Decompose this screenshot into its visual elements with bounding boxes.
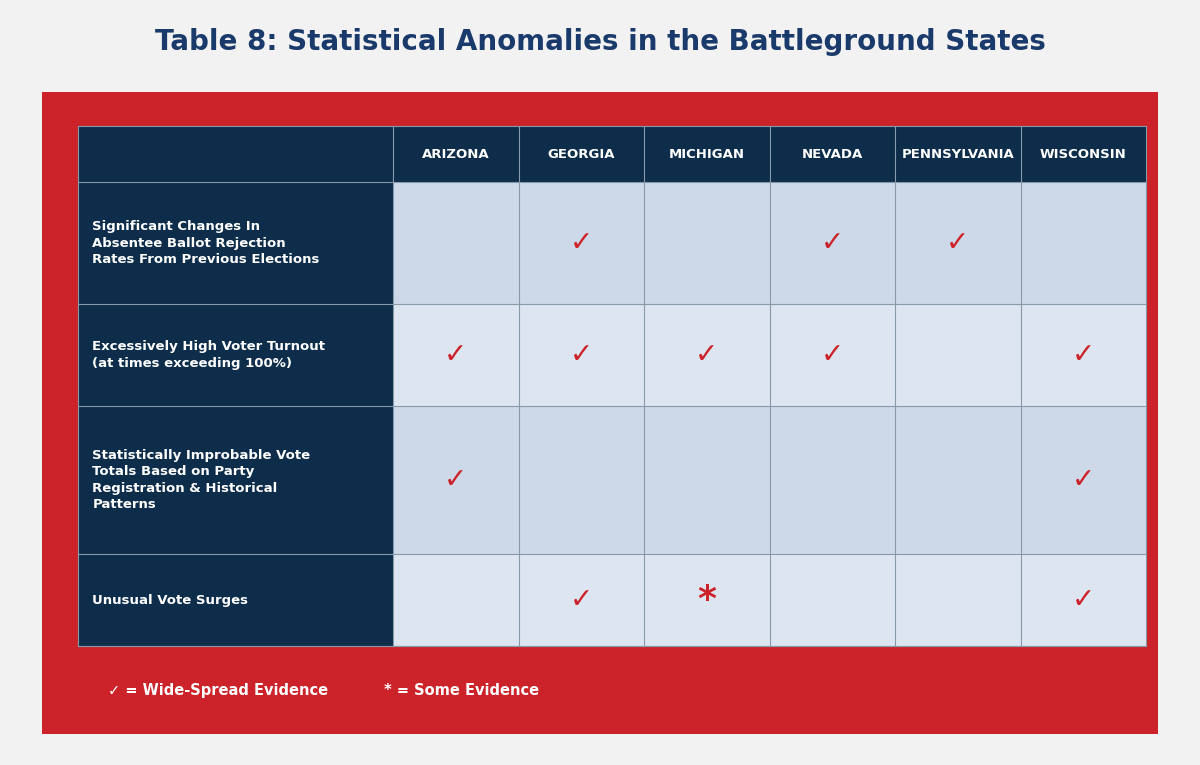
Text: Significant Changes In
Absentee Ballot Rejection
Rates From Previous Elections: Significant Changes In Absentee Ballot R… bbox=[92, 220, 319, 266]
Text: MICHIGAN: MICHIGAN bbox=[668, 148, 745, 161]
Text: *: * bbox=[697, 584, 716, 617]
Text: WISCONSIN: WISCONSIN bbox=[1040, 148, 1127, 161]
Text: ✓: ✓ bbox=[570, 341, 593, 369]
Text: ARIZONA: ARIZONA bbox=[422, 148, 490, 161]
Text: ✓: ✓ bbox=[821, 341, 844, 369]
Text: Unusual Vote Surges: Unusual Vote Surges bbox=[92, 594, 248, 607]
Text: ✓ = Wide-Spread Evidence: ✓ = Wide-Spread Evidence bbox=[108, 683, 328, 698]
Text: Table 8: Statistical Anomalies in the Battleground States: Table 8: Statistical Anomalies in the Ba… bbox=[155, 28, 1045, 56]
Text: PENNSYLVANIA: PENNSYLVANIA bbox=[901, 148, 1014, 161]
Text: * = Some Evidence: * = Some Evidence bbox=[384, 683, 539, 698]
Text: ✓: ✓ bbox=[1072, 586, 1094, 614]
Text: ✓: ✓ bbox=[570, 586, 593, 614]
Text: ✓: ✓ bbox=[821, 230, 844, 257]
Text: NEVADA: NEVADA bbox=[802, 148, 863, 161]
Text: ✓: ✓ bbox=[946, 230, 970, 257]
Text: ✓: ✓ bbox=[1072, 341, 1094, 369]
Text: ✓: ✓ bbox=[695, 341, 719, 369]
Text: ✓: ✓ bbox=[444, 466, 468, 494]
Text: Statistically Improbable Vote
Totals Based on Party
Registration & Historical
Pa: Statistically Improbable Vote Totals Bas… bbox=[92, 449, 311, 512]
Text: Excessively High Voter Turnout
(at times exceeding 100%): Excessively High Voter Turnout (at times… bbox=[92, 340, 325, 370]
Text: ✓: ✓ bbox=[1072, 466, 1094, 494]
Text: ✓: ✓ bbox=[570, 230, 593, 257]
Text: GEORGIA: GEORGIA bbox=[547, 148, 616, 161]
Text: ✓: ✓ bbox=[444, 341, 468, 369]
